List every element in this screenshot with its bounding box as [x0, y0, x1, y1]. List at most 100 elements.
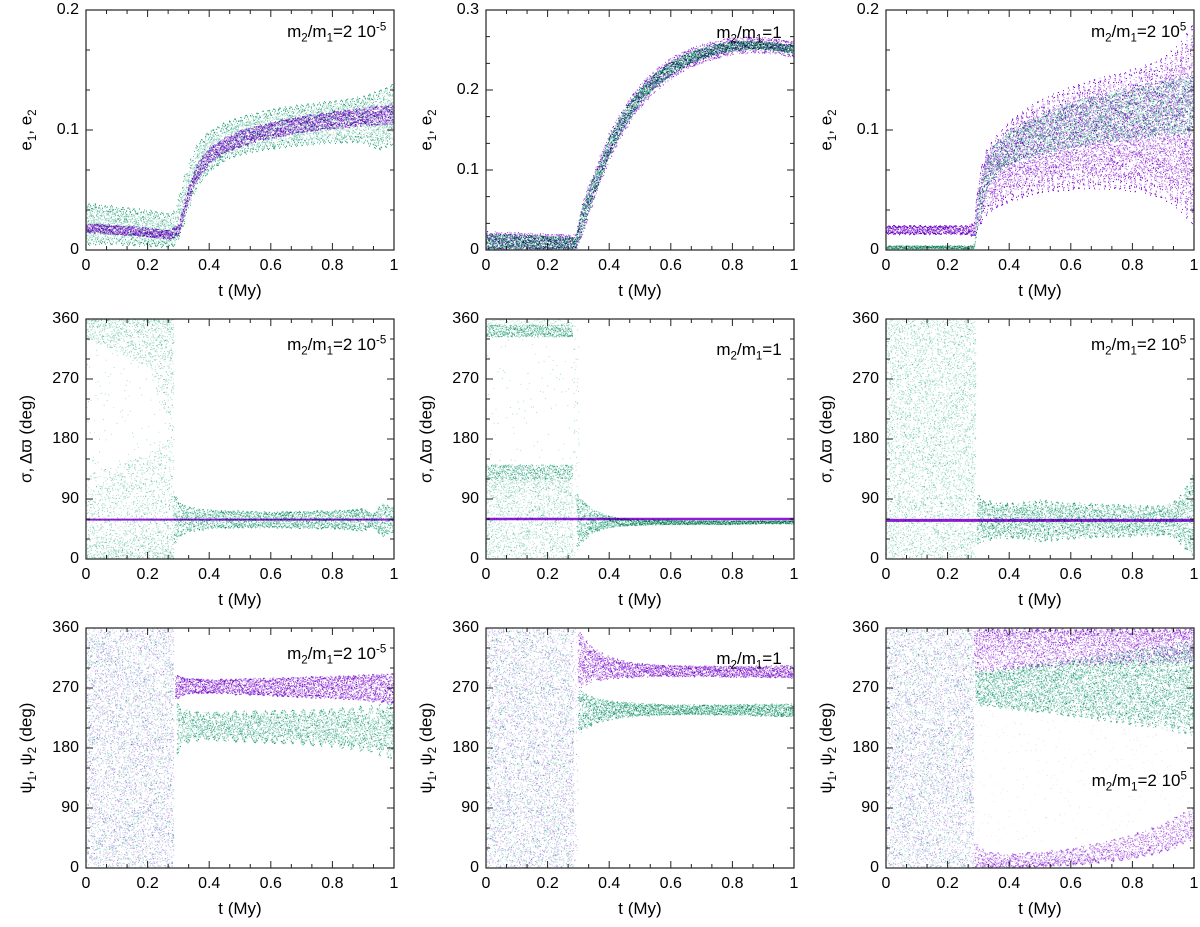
y-tick-label: 180	[852, 739, 879, 756]
scatter-canvas-e-top-left	[0, 0, 400, 309]
mass-ratio-annotation: m2/m1=2 10-5	[287, 21, 387, 45]
x-tick-label: 0.6	[659, 875, 682, 892]
panel-e-top-middle: 0 0.1 0.2 0.3 0 0.2 0.4 0.6 0.8 1 t (My) e1, e2 m2/m…	[400, 0, 800, 309]
y-tick-label: 0	[870, 859, 879, 876]
x-axis-label: t (My)	[618, 899, 662, 918]
x-tick-label: 0	[481, 566, 491, 583]
x-tick-label: 0.6	[259, 566, 282, 583]
x-tick-label: 0	[481, 257, 491, 274]
y-tick-label: 0.1	[56, 121, 79, 138]
y-axis-label: ψ1, ψ2 (deg)	[16, 702, 39, 794]
x-tick-label: 0.2	[536, 566, 559, 583]
y-tick-label: 90	[61, 490, 79, 507]
x-tick-label: 0.8	[1121, 875, 1144, 892]
x-tick-label: 1	[1189, 566, 1199, 583]
x-tick-label: 0.2	[536, 875, 559, 892]
x-tick-label: 0.2	[536, 257, 559, 274]
y-tick-label: 0	[70, 241, 79, 258]
y-tick-label: 0.1	[856, 121, 879, 138]
scatter-canvas-sigma-mid-right	[800, 309, 1200, 618]
mass-ratio-annotation: m2/m1=1	[716, 23, 782, 46]
mass-ratio-annotation: m2/m1=2 10-5	[287, 334, 387, 358]
x-tick-label: 0.4	[998, 257, 1021, 274]
mass-ratio-annotation: m2/m1=2 105	[1091, 770, 1187, 794]
y-tick-label: 270	[452, 679, 479, 696]
x-axis-label: t (My)	[218, 590, 262, 609]
panel-psi-bottom-left: 0 90 180 270 360 0 0.2 0.4 0.6 0.8 1 t (My) ψ1, ψ2 (…	[0, 618, 400, 927]
x-tick-label: 0.4	[998, 566, 1021, 583]
x-tick-label: 0.6	[659, 566, 682, 583]
y-tick-label: 90	[461, 799, 479, 816]
x-axis-label: t (My)	[1018, 281, 1062, 300]
y-tick-label: 0	[470, 550, 479, 567]
x-axis-label: t (My)	[1018, 590, 1062, 609]
x-tick-label: 0.4	[198, 257, 221, 274]
x-tick-label: 0	[81, 566, 91, 583]
y-tick-label: 0	[470, 241, 479, 258]
scatter-canvas-sigma-mid-middle	[400, 309, 800, 618]
x-tick-label: 0.4	[598, 875, 621, 892]
x-axis-label: t (My)	[218, 281, 262, 300]
y-tick-label: 180	[52, 739, 79, 756]
y-tick-label: 270	[52, 370, 79, 387]
scatter-canvas-e-top-right	[800, 0, 1200, 309]
y-axis-label: ψ1, ψ2 (deg)	[416, 702, 439, 794]
x-tick-label: 0.8	[321, 257, 344, 274]
x-tick-label: 0.2	[136, 257, 159, 274]
y-tick-label: 180	[452, 739, 479, 756]
x-axis-label: t (My)	[618, 281, 662, 300]
x-tick-label: 0.8	[321, 566, 344, 583]
x-tick-label: 0.4	[598, 257, 621, 274]
y-tick-label: 360	[852, 310, 879, 327]
y-tick-label: 0.3	[456, 1, 479, 18]
x-tick-label: 1	[789, 257, 799, 274]
mass-ratio-annotation: m2/m1=2 105	[1090, 21, 1187, 45]
y-axis-label: σ, Δϖ (deg)	[16, 394, 36, 484]
y-tick-label: 0	[470, 859, 479, 876]
y-tick-label: 0	[870, 550, 879, 567]
scatter-canvas-e-top-middle	[400, 0, 800, 309]
panel-sigma-mid-middle: 0 90 180 270 360 0 0.2 0.4 0.6 0.8 1 t (My) σ, Δϖ (d…	[400, 309, 800, 618]
x-tick-label: 0.4	[998, 875, 1021, 892]
scatter-canvas-psi-bottom-middle	[400, 618, 800, 927]
x-tick-label: 0.8	[1121, 257, 1144, 274]
x-axis-label: t (My)	[1018, 899, 1062, 918]
panel-sigma-mid-left: 0 90 180 270 360 0 0.2 0.4 0.6 0.8 1 t (My) σ, Δϖ (d…	[0, 309, 400, 618]
y-tick-label: 0	[70, 550, 79, 567]
x-axis-label: t (My)	[618, 590, 662, 609]
panel-e-top-right: 0 0.1 0.2 0 0.2 0.4 0.6 0.8 1 t (My) e1, e2 m2/m1=2…	[800, 0, 1200, 309]
x-tick-label: 0.8	[321, 875, 344, 892]
y-tick-label: 90	[461, 490, 479, 507]
x-tick-label: 0.6	[1059, 566, 1082, 583]
y-tick-label: 270	[52, 679, 79, 696]
y-tick-label: 90	[61, 799, 79, 816]
y-tick-label: 0.2	[56, 1, 79, 18]
y-tick-label: 360	[452, 310, 479, 327]
x-tick-label: 0	[881, 875, 891, 892]
y-tick-label: 0.1	[456, 161, 479, 178]
panel-psi-bottom-right: 0 90 180 270 360 0 0.2 0.4 0.6 0.8 1 t (My) ψ1, ψ2 (…	[800, 618, 1200, 927]
y-tick-label: 180	[852, 430, 879, 447]
x-tick-label: 0	[81, 875, 91, 892]
x-tick-label: 0	[481, 875, 491, 892]
x-tick-label: 0	[881, 566, 891, 583]
y-tick-label: 180	[452, 430, 479, 447]
panel-sigma-mid-right: 0 90 180 270 360 0 0.2 0.4 0.6 0.8 1 t (My) σ, Δϖ (d…	[800, 309, 1200, 618]
y-tick-label: 360	[52, 310, 79, 327]
y-axis-label: e1, e2	[16, 109, 39, 151]
x-tick-label: 0.6	[1059, 257, 1082, 274]
x-tick-label: 0.2	[136, 875, 159, 892]
x-tick-label: 1	[1189, 257, 1199, 274]
x-tick-label: 0.6	[1059, 875, 1082, 892]
y-tick-label: 270	[852, 370, 879, 387]
x-tick-label: 1	[1189, 875, 1199, 892]
x-tick-label: 0.4	[198, 875, 221, 892]
y-axis-label: e1, e2	[816, 109, 839, 151]
y-tick-label: 180	[52, 430, 79, 447]
x-tick-label: 0	[881, 257, 891, 274]
x-tick-label: 0.8	[721, 875, 744, 892]
y-tick-label: 0.2	[456, 81, 479, 98]
panel-e-top-left: 0 0.1 0.2 0 0.2 0.4 0.6 0.8 1 t (My) e1, e2 m2/m1=2…	[0, 0, 400, 309]
x-tick-label: 0.4	[598, 566, 621, 583]
mass-ratio-annotation: m2/m1=1	[716, 339, 782, 362]
